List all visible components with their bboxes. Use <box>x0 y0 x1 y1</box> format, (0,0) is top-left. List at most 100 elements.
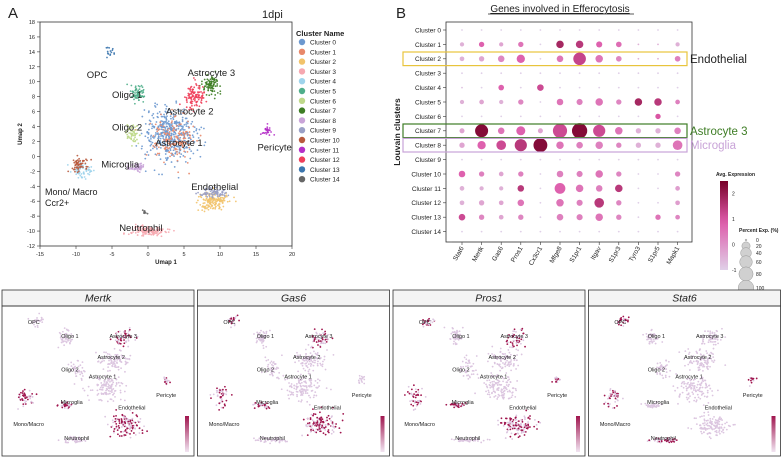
x-tick-label: 20 <box>289 252 295 258</box>
feature-point <box>70 365 73 367</box>
feature-point <box>274 363 277 365</box>
feature-point <box>476 373 479 376</box>
umap-point <box>220 208 223 211</box>
umap-point <box>211 205 213 208</box>
feature-point <box>96 377 99 380</box>
feature-point <box>124 332 126 335</box>
feature-point <box>72 366 75 369</box>
feature-point <box>461 360 464 363</box>
umap-point <box>198 94 201 96</box>
umap-point <box>178 110 180 112</box>
feature-point <box>100 399 103 402</box>
feature-cluster-label: Oligo 2 <box>257 368 274 374</box>
cluster-row-label: Cluster 13 <box>411 215 441 222</box>
umap-point <box>194 78 196 81</box>
feature-point <box>523 424 526 427</box>
dot <box>497 55 505 63</box>
dot <box>480 158 483 161</box>
feature-point <box>695 417 697 420</box>
dot <box>674 55 681 62</box>
umap-point <box>88 171 91 174</box>
feature-point <box>128 358 130 360</box>
cluster-label: Astrocyte 2 <box>166 107 214 118</box>
feature-point <box>77 365 80 368</box>
feature-point <box>488 391 490 394</box>
feature-point <box>338 427 341 430</box>
feature-point <box>622 315 625 318</box>
feature-point <box>702 431 705 434</box>
umap-point <box>195 83 197 85</box>
y-tick-label: -8 <box>30 214 35 220</box>
feature-point <box>91 389 94 392</box>
feature-point <box>120 418 123 420</box>
umap-point <box>133 129 136 132</box>
feature-point <box>269 373 271 376</box>
dot <box>477 141 486 150</box>
feature-point <box>288 382 290 384</box>
umap-point <box>218 200 221 203</box>
umap-point <box>211 84 213 87</box>
feature-point <box>123 339 125 341</box>
feature-point <box>747 378 750 381</box>
umap-point <box>197 91 199 93</box>
umap-point <box>210 80 213 83</box>
feature-point <box>116 429 119 432</box>
feature-point <box>120 337 122 340</box>
umap-point <box>213 77 216 80</box>
feature-cluster-label: Astrocyte 3 <box>500 334 528 340</box>
feature-point <box>414 388 417 391</box>
feature-point <box>288 390 291 393</box>
feature-point <box>415 394 418 397</box>
umap-point <box>208 188 211 191</box>
feature-point <box>218 408 221 411</box>
feature-point <box>80 379 83 381</box>
feature-point <box>118 422 121 425</box>
umap-point <box>154 134 157 136</box>
umap-point <box>127 135 130 138</box>
feature-point <box>475 369 477 372</box>
umap-point <box>193 126 196 128</box>
umap-point <box>195 101 198 103</box>
umap-point <box>155 144 158 147</box>
feature-point <box>718 418 721 421</box>
feature-point <box>692 393 695 395</box>
umap-point <box>142 100 145 103</box>
feature-point <box>230 393 233 396</box>
umap-point <box>152 233 155 236</box>
feature-point <box>492 388 495 390</box>
feature-cluster-label: Pericyte <box>547 393 567 399</box>
feature-point <box>713 359 716 362</box>
umap-point <box>137 84 140 87</box>
feature-point <box>500 417 503 420</box>
umap-point <box>80 163 82 166</box>
feature-point <box>299 384 302 387</box>
feature-cluster-label: Astrocyte 2 <box>293 355 321 361</box>
feature-point <box>305 364 308 367</box>
feature-point <box>61 339 64 341</box>
feature-point <box>106 377 109 380</box>
umap-point <box>200 126 203 129</box>
feature-point <box>75 369 78 372</box>
feature-point <box>702 392 705 395</box>
feature-point <box>129 436 132 439</box>
feature-point <box>514 417 517 419</box>
feature-point <box>306 392 309 394</box>
umap-point <box>150 233 153 236</box>
feature-point <box>498 383 501 386</box>
umap-point <box>264 127 267 130</box>
umap-point <box>151 127 153 130</box>
feature-point <box>451 326 454 329</box>
feature-point <box>697 361 699 364</box>
feature-point <box>713 428 715 430</box>
feature-point <box>722 431 725 434</box>
umap-point <box>179 148 182 151</box>
feature-point <box>721 419 723 421</box>
umap-point <box>145 154 148 156</box>
feature-point <box>520 419 523 421</box>
feature-point <box>510 426 513 429</box>
feature-point <box>315 394 318 397</box>
feature-point <box>316 362 319 365</box>
dot <box>595 98 603 106</box>
feature-point <box>254 439 257 442</box>
